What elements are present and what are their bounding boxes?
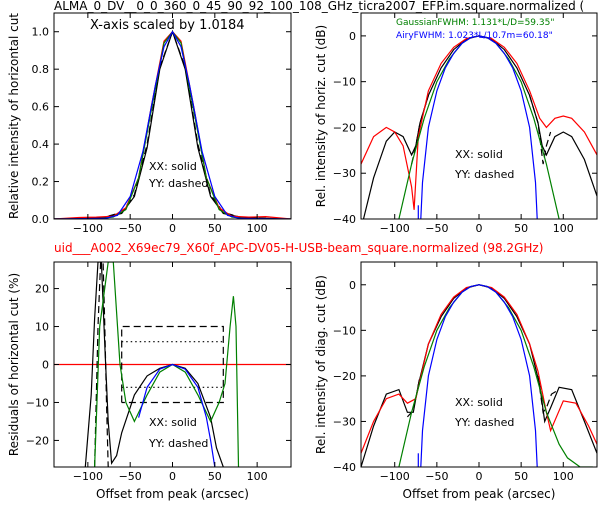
axes-frame (360, 261, 598, 468)
series-line-0 (362, 35, 597, 219)
legend-dashed-p2: YY: dashed (148, 437, 208, 450)
gaussian-note: GaussianFWHM: 1.131*L/D=59.35" (396, 18, 554, 28)
y-tick-label: 20 (35, 283, 49, 296)
x-tick-label: −50 (119, 470, 142, 483)
y-axis-label: Rel. intensity of horiz. cut (dB) (314, 25, 328, 207)
y-tick-label: −40 (333, 213, 356, 226)
y-tick-label: 0.4 (32, 138, 50, 151)
y-tick-label: 10 (35, 321, 49, 334)
x-tick-label: −50 (119, 222, 142, 235)
series-line-2 (94, 262, 109, 467)
y-tick-label: −30 (333, 415, 356, 428)
x-tick-label: 50 (208, 222, 222, 235)
y-tick-label: −10 (333, 324, 356, 337)
x-tick-label: 100 (553, 470, 574, 483)
series-line-3 (54, 30, 291, 219)
airy-note: AiryFWHM: 1.023*L/10.7m=60.18" (396, 31, 553, 41)
y-tick-label: 1.0 (32, 26, 50, 39)
y-tick-label: 0 (349, 30, 356, 43)
y-tick-label: −10 (26, 396, 49, 409)
series-line-3 (361, 35, 597, 210)
y-tick-label: 0 (42, 359, 49, 372)
x-axis-label: Offset from peak (arcsec) (96, 487, 249, 501)
legend-solid-p3: XX: solid (455, 396, 503, 409)
x-tick-label: −50 (425, 470, 448, 483)
scale-note: X-axis scaled by 1.0184 (90, 18, 245, 33)
panel-horizontal-cut: −100 −50 0 50 100 0.0 0.2 0.4 0.6 0.8 1.0 Relative … (7, 12, 292, 235)
x-tick-label: −100 (380, 470, 410, 483)
legend-dashed-p3: YY: dashed (454, 416, 514, 429)
y-tick-label: −20 (333, 370, 356, 383)
x-tick-label: 0 (476, 470, 483, 483)
series-line-2 (54, 30, 291, 219)
legend-dashed-p1: YY: dashed (454, 168, 514, 181)
x-tick-label: 50 (514, 222, 528, 235)
x-tick-label: −100 (73, 470, 103, 483)
series-line-2 (529, 95, 552, 165)
x-tick-label: 100 (247, 222, 268, 235)
x-tick-label: 100 (553, 222, 574, 235)
y-tick-label: −40 (333, 461, 356, 474)
series-line-3 (121, 325, 224, 404)
x-tick-label: 50 (208, 470, 222, 483)
y-axis-label: Residuals of horizontal cut (%) (7, 273, 21, 456)
series-line-5 (420, 35, 538, 219)
series-line-0 (361, 284, 597, 467)
x-tick-label: −50 (425, 222, 448, 235)
x-tick-label: 100 (247, 470, 268, 483)
y-tick-label: 0 (349, 279, 356, 292)
series-line-0 (54, 29, 291, 219)
y-tick-label: −10 (333, 76, 356, 89)
series-line-4 (54, 30, 291, 219)
legend-dashed-p0: YY: dashed (148, 177, 208, 190)
legend-solid-p1: XX: solid (455, 148, 503, 161)
series-line-4 (398, 35, 560, 219)
x-tick-label: −100 (380, 222, 410, 235)
y-tick-label: 0.0 (32, 213, 50, 226)
y-axis-label: Relative intensity of horizontal cut (7, 13, 21, 219)
x-tick-label: 0 (169, 470, 176, 483)
x-tick-label: 50 (514, 470, 528, 483)
figure-title-mid: uid___A002_X69ec79_X60f_APC-DV05-H-USB-b… (54, 241, 543, 255)
y-tick-label: −20 (26, 434, 49, 447)
y-tick-label: −20 (333, 121, 356, 134)
series-line-2 (537, 375, 560, 414)
legend-solid-p2: XX: solid (149, 416, 197, 429)
y-tick-label: 0.2 (32, 176, 50, 189)
figure-title-top: ALMA_0_DV__0_0_360_0_45_90_92_100_108_GH… (54, 0, 584, 13)
x-axis-label: Offset from peak (arcsec) (403, 487, 556, 501)
series-line-1 (84, 262, 224, 467)
legend-solid-p0: XX: solid (149, 160, 197, 173)
y-tick-label: 0.8 (32, 63, 50, 76)
x-tick-label: −100 (73, 222, 103, 235)
y-tick-label: 0.6 (32, 101, 50, 114)
y-axis-label: Rel. intensity of diag. cut (dB) (314, 275, 328, 454)
series-line-1 (54, 29, 291, 219)
y-tick-label: −30 (333, 167, 356, 180)
x-tick-label: 0 (476, 222, 483, 235)
series-line-5 (420, 284, 538, 467)
x-tick-label: 0 (169, 222, 176, 235)
series-line-7 (138, 363, 216, 467)
